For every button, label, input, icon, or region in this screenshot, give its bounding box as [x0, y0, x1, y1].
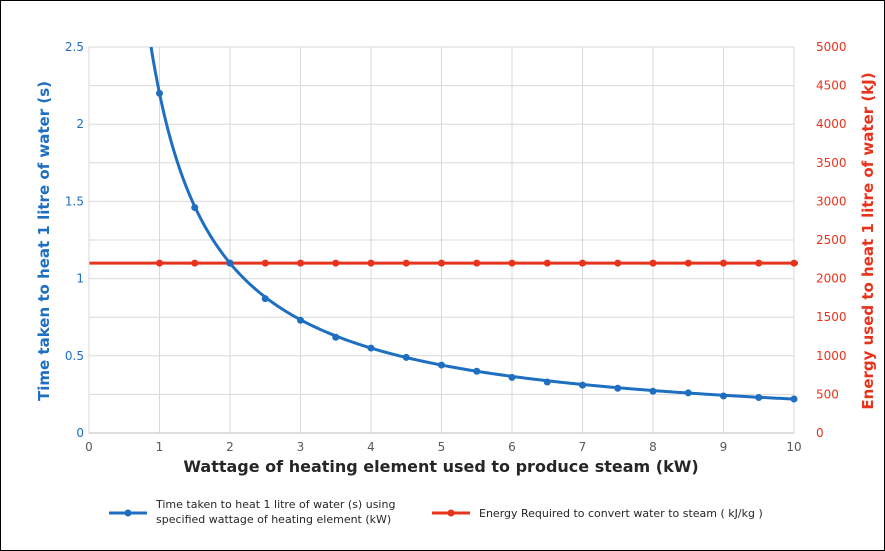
right-y-tick-label: 3500 — [816, 156, 847, 170]
legend-label-time-line2: specified wattage of heating element (kW… — [156, 513, 391, 526]
data-point-time — [226, 259, 234, 267]
left-y-tick-label: 2 — [76, 117, 84, 131]
right-y-axis-label: Energy used to heat 1 litre of water (kJ… — [859, 72, 877, 409]
x-tick-label: 3 — [297, 440, 305, 454]
data-point-time — [649, 387, 657, 395]
data-point-energy — [402, 259, 410, 267]
left-y-tick-label: 1 — [76, 272, 84, 286]
data-point-energy — [473, 259, 481, 267]
x-tick-label: 9 — [720, 440, 728, 454]
left-y-tick-label: 0 — [76, 426, 84, 440]
x-tick-label: 7 — [579, 440, 587, 454]
x-tick-label: 0 — [85, 440, 93, 454]
right-y-tick-label: 4000 — [816, 117, 847, 131]
left-y-tick-label: 1.5 — [65, 194, 84, 208]
legend-item-time: Time taken to heat 1 litre of water (s) … — [109, 498, 395, 526]
x-tick-label: 4 — [367, 440, 375, 454]
right-y-tick-label: 5000 — [816, 40, 847, 54]
data-point-energy — [720, 259, 727, 267]
series-layer — [89, 46, 798, 403]
x-tick-label: 6 — [508, 440, 516, 454]
data-point-energy — [684, 259, 692, 267]
data-point-time — [367, 344, 375, 352]
data-point-time — [790, 395, 798, 403]
right-y-tick-label: 4500 — [816, 79, 847, 93]
data-point-energy — [649, 259, 657, 267]
data-point-time — [332, 333, 340, 341]
x-axis-tick-labels: 0 1 2 3 4 5 6 7 8 9 10 — [85, 440, 801, 454]
legend-marker-time — [124, 509, 132, 517]
data-point-energy — [156, 259, 163, 267]
left-y-tick-label: 2.5 — [65, 40, 84, 54]
legend: Time taken to heat 1 litre of water (s) … — [109, 498, 763, 526]
legend-item-energy: Energy Required to convert water to stea… — [432, 507, 763, 520]
grid-lines — [88, 46, 795, 434]
x-tick-label: 2 — [226, 440, 234, 454]
data-point-time — [438, 361, 445, 369]
data-point-energy — [261, 259, 269, 267]
data-point-energy — [332, 259, 340, 267]
right-y-tick-label: 0 — [816, 426, 824, 440]
series-line-time — [149, 46, 795, 401]
x-tick-label: 1 — [156, 440, 164, 454]
x-tick-label: 8 — [649, 440, 657, 454]
data-point-energy — [614, 259, 622, 267]
data-point-energy — [790, 259, 798, 267]
x-tick-label: 10 — [786, 440, 801, 454]
left-y-tick-label: 0.5 — [65, 349, 84, 363]
right-y-tick-label: 2500 — [816, 233, 847, 247]
data-point-energy — [297, 259, 304, 267]
data-point-time — [755, 393, 763, 401]
data-point-time — [579, 381, 586, 389]
data-point-energy — [755, 259, 763, 267]
data-point-energy — [367, 259, 375, 267]
right-y-tick-label: 2000 — [816, 272, 847, 286]
x-tick-label: 5 — [438, 440, 446, 454]
right-y-tick-label: 1500 — [816, 310, 847, 324]
data-point-time — [720, 392, 727, 400]
data-point-time — [402, 353, 410, 361]
data-point-energy — [191, 259, 199, 267]
x-axis-label: Wattage of heating element used to produ… — [183, 457, 698, 476]
right-y-tick-label: 1000 — [816, 349, 847, 363]
data-point-time — [543, 378, 551, 386]
right-y-tick-label: 500 — [816, 387, 839, 401]
data-point-time — [473, 367, 481, 375]
legend-label-time-line1: Time taken to heat 1 litre of water (s) … — [155, 498, 395, 511]
data-point-time — [191, 204, 199, 212]
data-point-time — [684, 389, 692, 397]
data-point-time — [156, 89, 163, 97]
right-y-tick-label: 3000 — [816, 194, 847, 208]
data-point-time — [508, 373, 516, 381]
data-point-time — [261, 295, 269, 303]
legend-marker-energy — [447, 509, 455, 517]
data-point-energy — [543, 259, 551, 267]
legend-label-energy: Energy Required to convert water to stea… — [479, 507, 763, 520]
data-point-time — [614, 384, 622, 392]
left-y-axis-label: Time taken to heat 1 litre of water (s) — [35, 81, 53, 401]
data-point-energy — [508, 259, 516, 267]
right-y-axis-tick-labels: 0 500 1000 1500 2000 2500 3000 3500 4000 4500 5000 — [816, 40, 847, 440]
data-point-energy — [438, 259, 445, 267]
data-point-time — [297, 316, 304, 324]
data-point-energy — [579, 259, 586, 267]
left-y-axis-tick-labels: 0 0.5 1 1.5 2 2.5 — [65, 40, 84, 440]
